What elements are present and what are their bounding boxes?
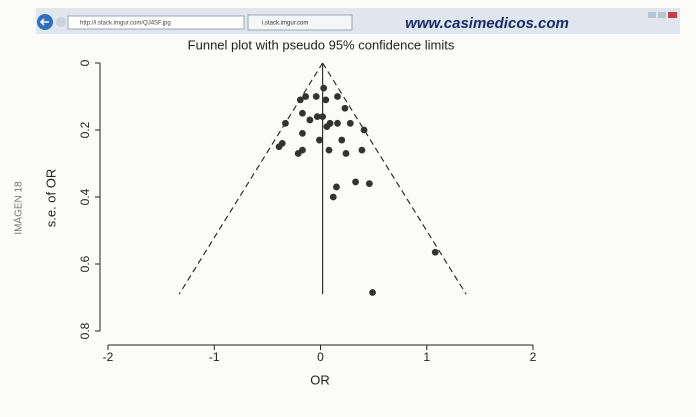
point xyxy=(306,116,314,124)
funnel-line xyxy=(322,62,467,295)
point xyxy=(369,289,376,296)
point xyxy=(352,178,359,186)
point xyxy=(325,146,333,154)
y-tick-label: 0.8 xyxy=(78,322,92,339)
point xyxy=(282,119,289,127)
x-tick-label: 2 xyxy=(530,350,537,364)
point xyxy=(365,180,373,188)
maximize[interactable] xyxy=(658,12,666,18)
point xyxy=(323,123,331,131)
y-axis-label: s.e. of OR xyxy=(43,169,58,228)
tab[interactable] xyxy=(247,14,353,31)
point xyxy=(313,113,321,120)
y-tick-label: 0.4 xyxy=(78,188,92,205)
x-tick-label: -1 xyxy=(209,350,220,364)
point xyxy=(322,96,330,104)
tab-title: i.stack.imgur.com xyxy=(262,21,308,27)
point xyxy=(329,193,337,201)
point xyxy=(320,84,328,92)
point xyxy=(431,248,439,256)
point xyxy=(334,119,341,127)
point xyxy=(358,146,366,154)
url: http://i.stack.imgur.com/QJ4SF.jpg xyxy=(80,21,171,27)
close[interactable] xyxy=(668,12,677,18)
y-tick-label: 0 xyxy=(78,59,92,66)
x-tick-label: -2 xyxy=(103,350,114,364)
point xyxy=(275,143,283,151)
x-axis-label: OR xyxy=(310,372,330,387)
point xyxy=(296,96,304,104)
point xyxy=(299,109,306,117)
point xyxy=(346,119,354,127)
point xyxy=(334,93,341,100)
point xyxy=(333,183,340,191)
x-tick-label: 1 xyxy=(423,350,430,364)
point xyxy=(341,104,349,112)
y-tick-label: 0.2 xyxy=(78,121,92,138)
watermark: www.casimedicos.com xyxy=(405,15,569,32)
y-tick-label: 0.6 xyxy=(78,255,92,272)
point xyxy=(312,93,320,100)
point xyxy=(342,150,350,157)
point xyxy=(360,126,368,134)
point xyxy=(294,150,302,157)
point xyxy=(319,113,327,120)
point xyxy=(338,136,346,144)
minimize[interactable] xyxy=(648,12,656,18)
point xyxy=(299,129,306,137)
point xyxy=(316,136,323,144)
chart-title: Funnel plot with pseudo 95% confidence l… xyxy=(188,37,455,52)
address-bar[interactable] xyxy=(67,15,245,30)
point xyxy=(302,93,310,100)
side-label: IMÁGEN 18 xyxy=(12,181,25,235)
x-tick-label: 0 xyxy=(317,350,324,364)
